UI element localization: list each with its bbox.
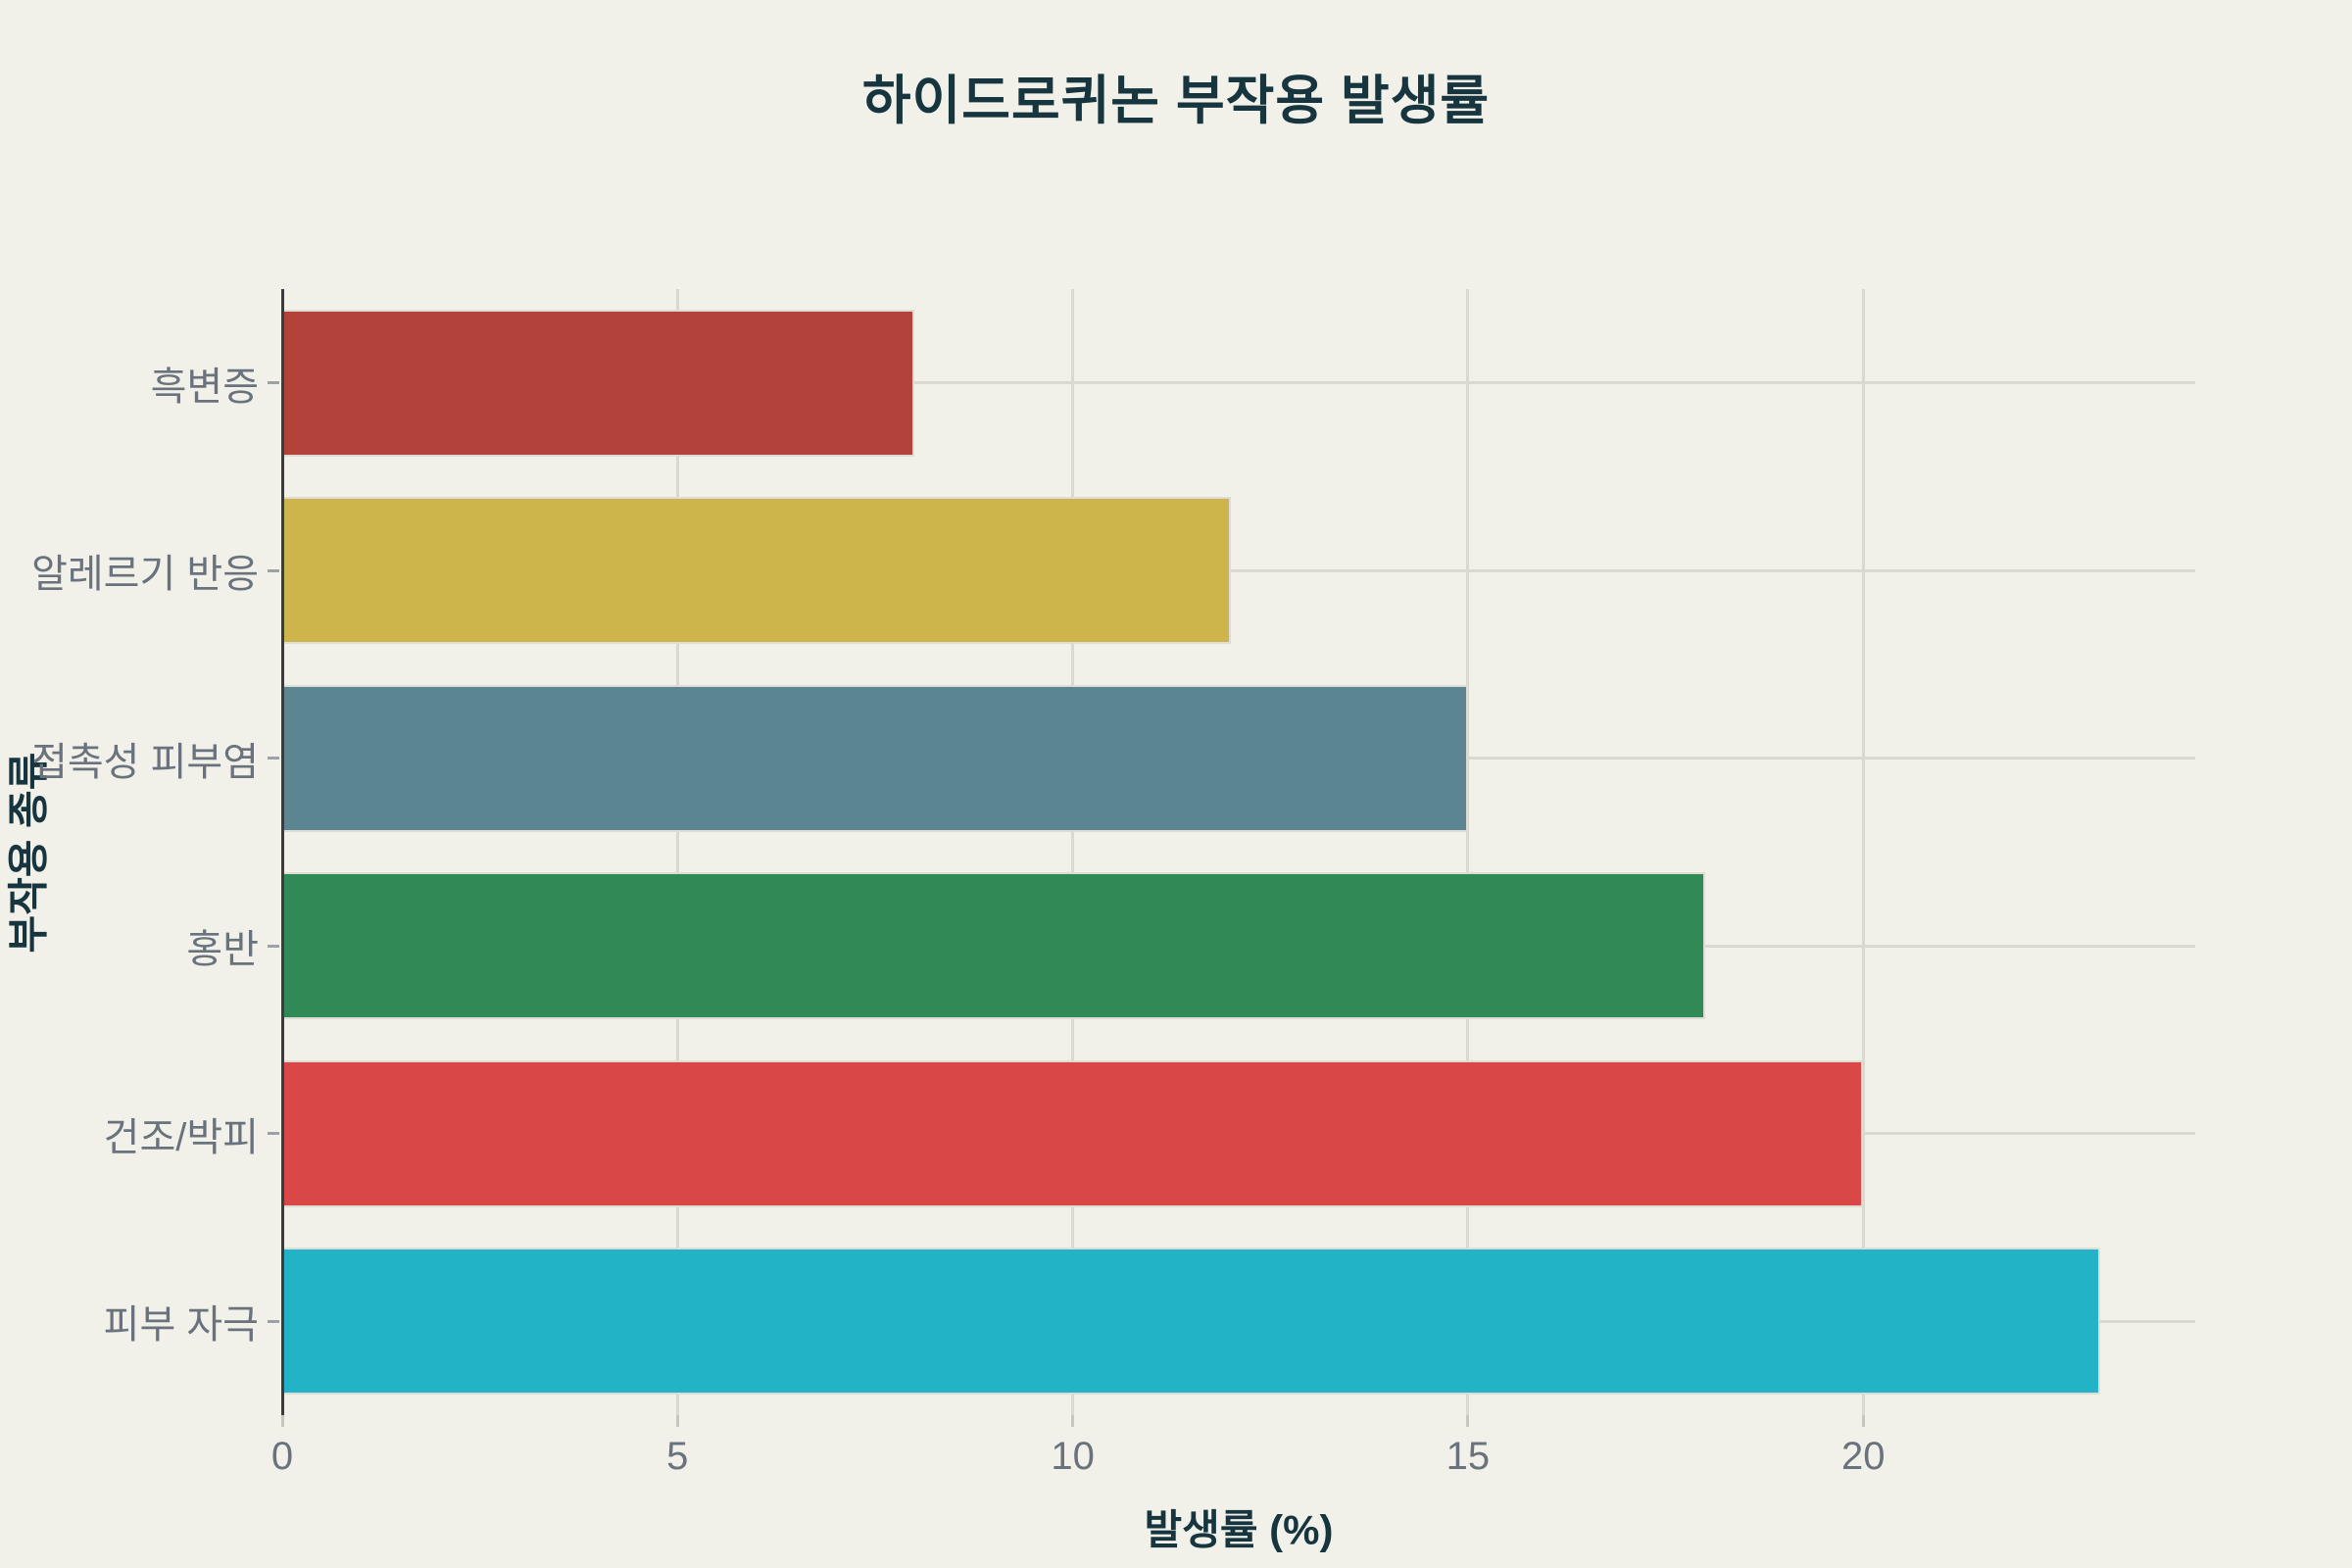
x-tick-label: 5: [666, 1435, 689, 1478]
category-label: 건조/박피: [103, 1115, 259, 1159]
category-label: 흑변증: [150, 365, 259, 409]
y-tick-mark: [268, 568, 279, 572]
category-label: 알레르기 반응: [31, 553, 259, 597]
y-tick-mark: [268, 381, 279, 385]
x-tick-label: 15: [1446, 1435, 1491, 1478]
bar-1: [282, 309, 915, 457]
bar-4: [282, 872, 1705, 1020]
bar-6: [282, 1248, 2101, 1396]
plot-area: [280, 289, 2195, 1417]
x-tick-mark: [1466, 1415, 1470, 1427]
x-gridline: [675, 289, 679, 1415]
x-tick-mark: [675, 1415, 679, 1427]
x-tick-mark: [1861, 1415, 1865, 1427]
x-axis-label: 발생률 (%): [1144, 1506, 1334, 1553]
y-tick-mark: [268, 1319, 279, 1323]
x-tick-mark: [1071, 1415, 1075, 1427]
bar-3: [282, 684, 1468, 832]
x-gridline: [1071, 289, 1075, 1415]
x-gridline: [1466, 289, 1470, 1415]
y-axis-line: [280, 289, 284, 1417]
y-tick-mark: [268, 757, 279, 760]
x-gridline: [1861, 289, 1865, 1415]
x-tick-label: 10: [1051, 1435, 1095, 1478]
y-gridline: [282, 568, 2195, 572]
y-gridline: [282, 381, 2195, 385]
category-label: 접촉성 피부염: [31, 740, 259, 784]
category-label: 홍반: [186, 928, 259, 972]
x-tick-label: 0: [270, 1435, 294, 1478]
x-tick-mark: [280, 1415, 284, 1427]
y-tick-mark: [268, 1132, 279, 1136]
x-tick-label: 20: [1840, 1435, 1886, 1478]
chart-title: 하이드로퀴논 부작용 발생률: [861, 72, 1491, 130]
bar-5: [282, 1059, 1864, 1207]
y-tick-mark: [268, 944, 279, 948]
bar-2: [282, 497, 1231, 645]
category-label: 피부 자극: [103, 1303, 259, 1348]
